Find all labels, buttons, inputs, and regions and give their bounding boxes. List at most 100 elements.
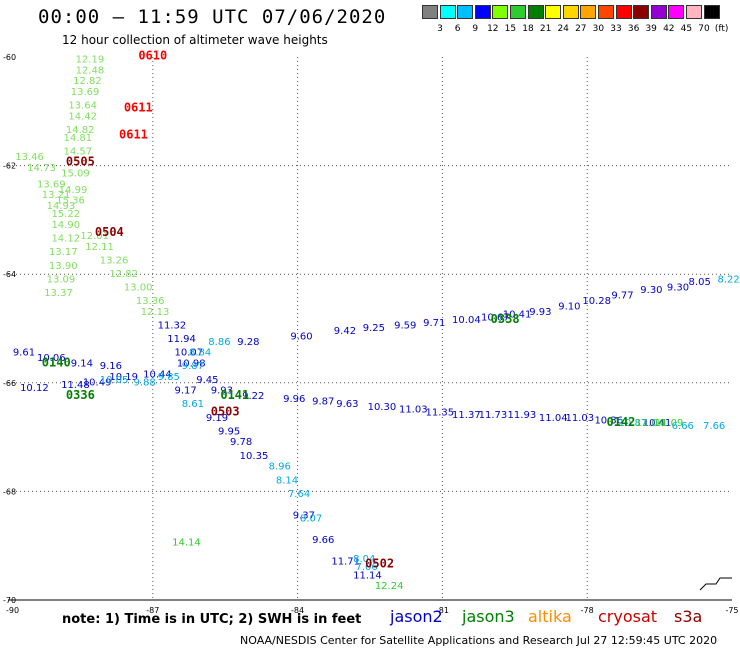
wave-height-label: 11.93 <box>508 410 537 421</box>
pass-time-label: 0611 <box>119 127 148 141</box>
satellite-jason3: jason3 <box>462 607 515 626</box>
y-tick-label: -66 <box>3 379 16 388</box>
color-scale-label: 42 <box>663 24 675 34</box>
satellite-cryosat: cryosat <box>598 607 658 626</box>
wave-height-label: 12.48 <box>76 65 105 76</box>
color-scale-label: 30 <box>592 24 605 34</box>
pass-time-label: 0336 <box>66 388 95 402</box>
color-swatch <box>439 5 456 19</box>
color-scale-label: 24 <box>557 24 569 34</box>
color-scale-label: 39 <box>645 24 657 34</box>
chart-title: 00:00 – 11:59 UTC 07/06/2020 <box>38 6 387 28</box>
wave-height-label: 15.09 <box>61 168 90 179</box>
x-tick-label: -78 <box>581 606 594 615</box>
wave-height-label: 10.04 <box>452 315 481 326</box>
color-scale-label: 70 <box>698 24 710 34</box>
wave-height-label: 8.14 <box>276 475 298 486</box>
color-scale-label: 18 <box>522 24 534 34</box>
wave-height-label: 13.46 <box>15 152 44 163</box>
wave-height-label: 9.17 <box>175 386 197 397</box>
wave-height-label: 11.04 <box>635 418 664 429</box>
satellite-s3a: s3a <box>674 607 703 626</box>
wave-height-label: 10.41 <box>643 418 672 429</box>
color-scale-label: 33 <box>610 24 622 34</box>
pass-time-label: 0503 <box>211 404 240 418</box>
wave-height-label: 9.45 <box>196 375 218 386</box>
wave-height-label: 14.99 <box>59 185 88 196</box>
wave-height-label: 8.22 <box>718 274 740 285</box>
wave-height-label: 9.71 <box>423 318 445 329</box>
y-tick-label: -68 <box>3 487 16 496</box>
y-tick-label: -64 <box>3 270 16 279</box>
color-swatch <box>668 5 685 19</box>
wave-height-label: 9.77 <box>611 291 633 302</box>
wave-height-label: 9.93 <box>529 307 551 318</box>
color-swatch <box>650 5 667 19</box>
wave-height-label: 15.36 <box>56 196 85 207</box>
wave-height-label: 13.90 <box>49 261 78 272</box>
wave-height-label: 9.63 <box>336 399 358 410</box>
wave-height-label: 9.96 <box>283 394 305 405</box>
wave-height-label: 9.87 <box>312 397 334 408</box>
wave-height-label: 10.28 <box>582 296 611 307</box>
wave-height-label: 11.03 <box>399 405 428 416</box>
wave-height-label: 13.17 <box>49 247 78 258</box>
credit-line: NOAA/NESDIS Center for Satellite Applica… <box>240 634 718 647</box>
x-tick-label: -90 <box>6 606 19 615</box>
x-tick-label: -84 <box>291 606 304 615</box>
color-swatch <box>457 5 474 19</box>
color-swatch <box>562 5 579 19</box>
wave-height-label: 12.13 <box>141 307 170 318</box>
wave-height-label: 11.04 <box>539 413 568 424</box>
wave-height-label: 14.73 <box>27 163 56 174</box>
chart-subtitle: 12 hour collection of altimeter wave hei… <box>62 33 328 47</box>
wave-height-label: 11.03 <box>565 413 594 424</box>
wave-height-label: 13.69 <box>71 87 100 98</box>
wave-height-label: 13.26 <box>100 255 129 266</box>
wave-height-label: 10.36 <box>594 416 623 427</box>
wave-height-label: 9.60 <box>290 331 312 342</box>
wave-height-label: 8.05 <box>689 277 711 288</box>
color-swatch <box>510 5 526 19</box>
wave-height-label: 10.98 <box>177 359 206 370</box>
pass-time-label: 0505 <box>66 155 95 169</box>
wave-height-label: 13.69 <box>37 179 66 190</box>
x-tick-label: -81 <box>436 606 449 615</box>
wave-height-label: 12.82 <box>73 76 102 87</box>
wave-height-label: 14.42 <box>68 111 97 122</box>
wave-height-label: 14.12 <box>51 234 80 245</box>
wave-height-label: 14.93 <box>47 201 76 212</box>
wave-height-label: 10.44 <box>143 369 172 380</box>
pass-time-label: 0141 <box>220 388 249 402</box>
wave-height-label: 9.30 <box>640 285 662 296</box>
color-scale-label: 6 <box>454 24 461 34</box>
wave-height-label: 13.09 <box>47 274 76 285</box>
color-swatch <box>422 5 438 19</box>
color-swatch <box>492 5 509 19</box>
wave-height-label: 13.36 <box>136 296 165 307</box>
wave-height-label: 8.86 <box>208 337 230 348</box>
wave-height-label: 9.61 <box>13 348 35 359</box>
wave-height-label: 13.00 <box>124 282 153 293</box>
wave-height-label: 6.66 <box>672 421 694 432</box>
x-tick-label: -75 <box>725 606 738 615</box>
color-scale-label: 21 <box>539 24 552 34</box>
wave-height-label: 9.85 <box>158 372 180 383</box>
wave-height-label: 13.21 <box>42 190 71 201</box>
color-scale-label: 12 <box>487 24 499 34</box>
wave-height-label: 9.14 <box>71 359 93 370</box>
color-swatch <box>615 5 632 19</box>
color-swatch <box>545 5 562 19</box>
wave-height-label: 9.16 <box>100 361 122 372</box>
wave-height-label: 12.11 <box>85 242 114 253</box>
wave-height-label: 12.01 <box>80 231 109 242</box>
wave-height-label: 13.37 <box>44 288 73 299</box>
wave-height-label: 9.95 <box>218 426 240 437</box>
color-scale-label: 45 <box>680 24 693 34</box>
wave-height-label: 9.78 <box>230 437 252 448</box>
pass-time-label: 0610 <box>138 49 167 63</box>
wave-height-label: 9.93 <box>211 386 233 397</box>
wave-height-label: 9.28 <box>237 337 259 348</box>
wave-height-label: 10.67 <box>481 312 510 323</box>
